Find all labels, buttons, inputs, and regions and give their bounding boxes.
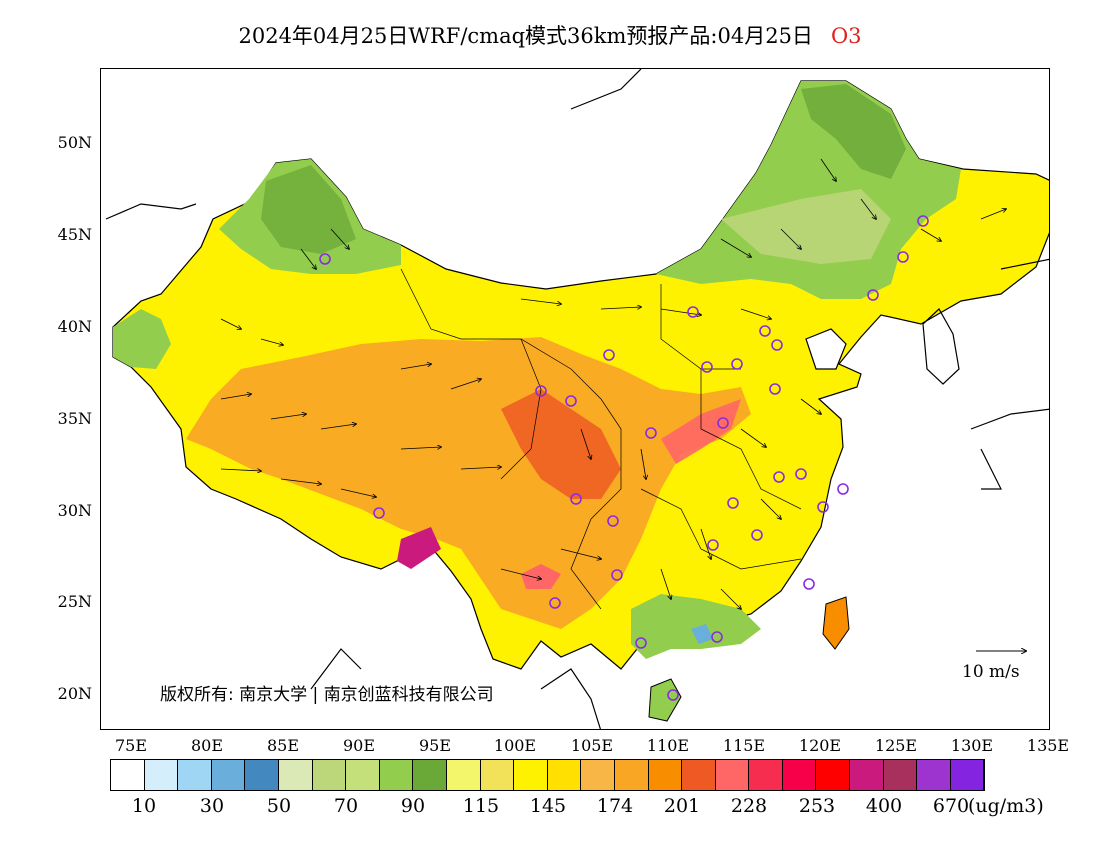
colorbar-swatch <box>346 760 380 790</box>
colorbar-swatch <box>614 760 649 790</box>
colorbar-swatch <box>446 760 481 790</box>
colorbar-swatch <box>245 760 279 790</box>
copyright-text: 版权所有: 南京大学 | 南京创蓝科技有限公司 <box>160 685 494 705</box>
lat-label: 25N <box>57 592 92 611</box>
colorbar-label: 145 <box>529 795 567 817</box>
lon-label: 135E <box>1026 736 1070 755</box>
wind-vectors <box>220 158 1006 609</box>
lon-label: 95E <box>418 736 452 755</box>
colorbar-label: 10 <box>131 795 157 817</box>
colorbar-swatch <box>211 760 246 790</box>
colorbar-swatch <box>514 760 548 790</box>
lon-label: 75E <box>114 736 148 755</box>
city-markers <box>319 215 929 701</box>
colorbar-swatch <box>278 760 313 790</box>
colorbar-swatch <box>816 760 851 790</box>
colorbar-swatch <box>883 760 918 790</box>
colorbar-swatch <box>111 760 145 790</box>
colorbar-label: 90 <box>400 795 426 817</box>
colorbar-swatch <box>312 760 347 790</box>
lat-label: 30N <box>57 501 92 520</box>
lon-label: 85E <box>266 736 300 755</box>
map-title: 2024年04月25日WRF/cmaq模式36km预报产品:04月25日 O3 <box>0 20 1100 50</box>
colorbar-swatch <box>850 760 884 790</box>
colorbar-swatch <box>950 760 985 790</box>
lat-label: 40N <box>57 317 92 336</box>
colorbar-label: 50 <box>266 795 292 817</box>
ozone-concentration-map <box>105 69 1049 729</box>
copyright-org-2: 南京创蓝科技有限公司 <box>323 685 494 705</box>
species-label: O3 <box>830 24 862 48</box>
colorbar-label: 174 <box>596 795 634 817</box>
colorbar-swatch <box>682 760 716 790</box>
lat-label: 50N <box>57 133 92 152</box>
lat-label: 35N <box>57 409 92 428</box>
colorbar-label: 30 <box>199 795 225 817</box>
lon-label: 80E <box>190 736 224 755</box>
lon-label: 110E <box>646 736 690 755</box>
colorbar-swatch <box>581 760 615 790</box>
lon-label: 125E <box>874 736 918 755</box>
colorbar-label: 253 <box>798 795 836 817</box>
copyright-label: 版权所有: <box>160 685 234 705</box>
colorbar-swatch <box>648 760 683 790</box>
colorbar-swatch <box>480 760 515 790</box>
colorbar <box>110 759 986 791</box>
colorbar-swatch <box>178 760 212 790</box>
lon-label: 100E <box>493 736 537 755</box>
colorbar-label: 400 <box>865 795 903 817</box>
colorbar-swatch <box>782 760 817 790</box>
lat-label: 45N <box>57 225 92 244</box>
colorbar-label: 115 <box>462 795 500 817</box>
colorbar-swatch <box>413 760 447 790</box>
lat-label: 20N <box>57 684 92 703</box>
colorbar-swatch <box>144 760 179 790</box>
colorbar-label: 228 <box>730 795 768 817</box>
lon-label: 130E <box>950 736 994 755</box>
colorbar-label: 201 <box>663 795 701 817</box>
colorbar-swatch <box>379 760 414 790</box>
copyright-org-1: 南京大学 <box>239 685 308 705</box>
colorbar-unit: (ug/m3) <box>968 795 1044 817</box>
colorbar-label: 670 <box>932 795 970 817</box>
colorbar-swatch <box>715 760 750 790</box>
colorbar-label: 70 <box>333 795 359 817</box>
lon-label: 120E <box>798 736 842 755</box>
lon-label: 105E <box>570 736 614 755</box>
colorbar-swatch <box>749 760 783 790</box>
lon-label: 90E <box>342 736 376 755</box>
colorbar-swatch <box>547 760 582 790</box>
lon-label: 115E <box>722 736 766 755</box>
wind-reference-label: 10 m/s <box>962 662 1020 682</box>
map-panel <box>100 68 1050 730</box>
title-text: 2024年04月25日WRF/cmaq模式36km预报产品:04月25日 <box>238 24 813 48</box>
colorbar-swatch <box>917 760 951 790</box>
